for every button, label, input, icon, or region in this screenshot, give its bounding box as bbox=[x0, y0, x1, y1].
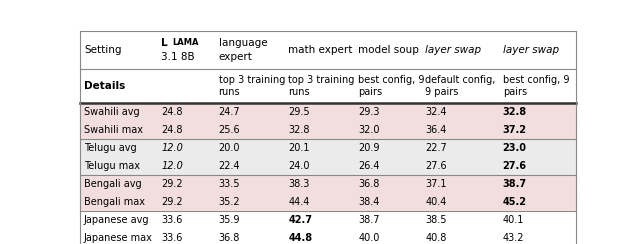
Text: 24.8: 24.8 bbox=[161, 125, 183, 135]
Text: pairs: pairs bbox=[358, 87, 382, 97]
Text: 43.2: 43.2 bbox=[502, 233, 524, 243]
Text: 24.8: 24.8 bbox=[161, 107, 183, 117]
Text: 12.0: 12.0 bbox=[161, 143, 183, 153]
Text: 32.0: 32.0 bbox=[358, 125, 380, 135]
Text: L: L bbox=[161, 38, 168, 48]
Text: expert: expert bbox=[219, 52, 252, 62]
Text: 35.9: 35.9 bbox=[219, 215, 240, 225]
Text: 20.0: 20.0 bbox=[219, 143, 240, 153]
Text: 44.4: 44.4 bbox=[289, 197, 310, 207]
Text: 44.8: 44.8 bbox=[289, 233, 312, 243]
Text: layer swap: layer swap bbox=[502, 45, 559, 55]
Text: 29.5: 29.5 bbox=[289, 107, 310, 117]
Text: 20.1: 20.1 bbox=[289, 143, 310, 153]
Text: 40.0: 40.0 bbox=[358, 233, 380, 243]
Text: Details: Details bbox=[84, 81, 125, 91]
Text: 24.0: 24.0 bbox=[289, 161, 310, 171]
Text: LAMA: LAMA bbox=[172, 38, 198, 47]
Text: 29.2: 29.2 bbox=[161, 197, 183, 207]
Text: 22.7: 22.7 bbox=[426, 143, 447, 153]
Text: 38.4: 38.4 bbox=[358, 197, 380, 207]
Text: runs: runs bbox=[219, 87, 240, 97]
Text: 45.2: 45.2 bbox=[502, 197, 527, 207]
Text: 27.6: 27.6 bbox=[502, 161, 527, 171]
Text: language: language bbox=[219, 38, 267, 48]
Text: runs: runs bbox=[289, 87, 310, 97]
Text: 9 pairs: 9 pairs bbox=[426, 87, 459, 97]
Text: 27.6: 27.6 bbox=[426, 161, 447, 171]
Text: best config, 9: best config, 9 bbox=[502, 75, 569, 85]
Text: 32.4: 32.4 bbox=[426, 107, 447, 117]
Text: 36.8: 36.8 bbox=[219, 233, 240, 243]
Text: 38.7: 38.7 bbox=[358, 215, 380, 225]
Text: pairs: pairs bbox=[502, 87, 527, 97]
Text: 37.2: 37.2 bbox=[502, 125, 527, 135]
Text: 40.4: 40.4 bbox=[426, 197, 447, 207]
Text: 33.5: 33.5 bbox=[219, 179, 240, 189]
Bar bbox=[80, 175, 576, 193]
Text: 33.6: 33.6 bbox=[161, 233, 182, 243]
Text: 26.4: 26.4 bbox=[358, 161, 380, 171]
Text: Telugu avg: Telugu avg bbox=[84, 143, 136, 153]
Text: 38.3: 38.3 bbox=[289, 179, 310, 189]
Text: 40.1: 40.1 bbox=[502, 215, 524, 225]
Text: 37.1: 37.1 bbox=[426, 179, 447, 189]
Bar bbox=[80, 229, 576, 244]
Text: 22.4: 22.4 bbox=[219, 161, 240, 171]
Text: 36.4: 36.4 bbox=[426, 125, 447, 135]
Bar bbox=[80, 139, 576, 157]
Text: 32.8: 32.8 bbox=[502, 107, 527, 117]
Text: 32.8: 32.8 bbox=[289, 125, 310, 135]
Bar bbox=[80, 102, 576, 121]
Text: top 3 training: top 3 training bbox=[219, 75, 285, 85]
Text: model soup: model soup bbox=[358, 45, 419, 55]
Bar bbox=[80, 121, 576, 139]
Text: 33.6: 33.6 bbox=[161, 215, 182, 225]
Text: Japanese max: Japanese max bbox=[84, 233, 153, 243]
Text: Japanese avg: Japanese avg bbox=[84, 215, 150, 225]
Text: 35.2: 35.2 bbox=[219, 197, 240, 207]
Text: 23.0: 23.0 bbox=[502, 143, 527, 153]
Text: 42.7: 42.7 bbox=[289, 215, 312, 225]
Bar bbox=[80, 157, 576, 175]
Text: best config, 9: best config, 9 bbox=[358, 75, 424, 85]
Text: 24.7: 24.7 bbox=[219, 107, 240, 117]
Text: 3.1 8B: 3.1 8B bbox=[161, 52, 195, 62]
Text: Bengali avg: Bengali avg bbox=[84, 179, 141, 189]
Text: Bengali max: Bengali max bbox=[84, 197, 145, 207]
Text: top 3 training: top 3 training bbox=[289, 75, 355, 85]
Text: default config,: default config, bbox=[426, 75, 496, 85]
Text: 29.2: 29.2 bbox=[161, 179, 183, 189]
Text: 25.6: 25.6 bbox=[219, 125, 240, 135]
Bar bbox=[80, 193, 576, 211]
Text: Telugu max: Telugu max bbox=[84, 161, 140, 171]
Text: Swahili max: Swahili max bbox=[84, 125, 143, 135]
Text: 38.5: 38.5 bbox=[426, 215, 447, 225]
Text: 40.8: 40.8 bbox=[426, 233, 447, 243]
Text: Setting: Setting bbox=[84, 45, 122, 55]
Text: 36.8: 36.8 bbox=[358, 179, 380, 189]
Bar bbox=[80, 211, 576, 229]
Text: 12.0: 12.0 bbox=[161, 161, 183, 171]
Text: 29.3: 29.3 bbox=[358, 107, 380, 117]
Text: layer swap: layer swap bbox=[426, 45, 481, 55]
Text: Swahili avg: Swahili avg bbox=[84, 107, 140, 117]
Text: math expert: math expert bbox=[289, 45, 353, 55]
Text: 20.9: 20.9 bbox=[358, 143, 380, 153]
Text: 38.7: 38.7 bbox=[502, 179, 527, 189]
